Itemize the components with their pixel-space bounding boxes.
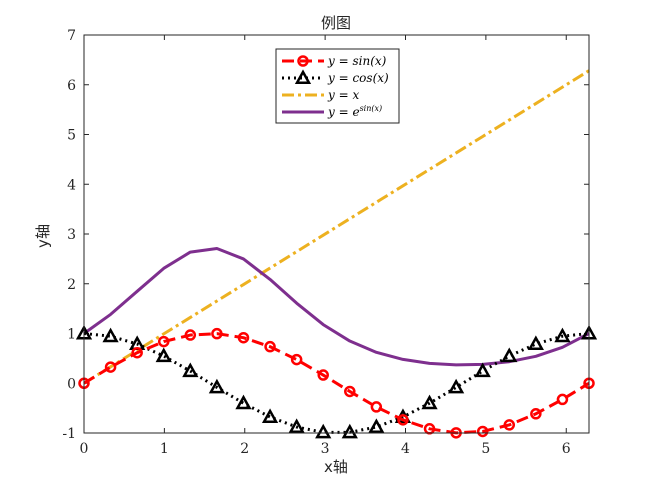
data-point	[530, 408, 542, 420]
data-point	[261, 408, 279, 423]
legend-label-superscript: sin(x)	[360, 104, 383, 113]
legend-marker	[297, 55, 309, 67]
data-point	[264, 340, 276, 353]
legend-label-text: y = e	[327, 105, 360, 119]
legend-label-text: y = cos(x)	[327, 71, 389, 85]
legend-marker	[294, 69, 312, 85]
x-axis-ticks: 0 1 2 3 4 5 6	[80, 35, 571, 457]
data-point	[237, 331, 250, 344]
x-tick-label: 2	[240, 441, 249, 457]
data-point	[421, 394, 438, 410]
chart-title: 例图	[321, 14, 351, 32]
legend-label-text: y = x	[327, 88, 359, 102]
series-2	[83, 69, 590, 385]
data-point	[102, 327, 119, 343]
data-point	[447, 378, 465, 394]
series-line	[83, 69, 590, 385]
data-point	[290, 353, 303, 366]
data-point	[182, 362, 199, 378]
data-point	[131, 346, 143, 359]
data-point	[157, 335, 170, 348]
data-point	[315, 423, 332, 439]
x-tick-label: 5	[481, 441, 490, 457]
series-3	[83, 246, 590, 367]
data-point	[184, 329, 197, 341]
data-point	[155, 347, 172, 363]
y-axis-ticks: -1 0 1 2 3 4 5 6 7	[62, 28, 589, 442]
y-tick-label: 0	[67, 376, 76, 392]
data-point	[235, 394, 252, 410]
x-tick-label: 4	[401, 441, 410, 457]
x-tick-label: 6	[562, 441, 571, 457]
data-point	[501, 347, 518, 363]
y-tick-label: 3	[67, 227, 76, 243]
legend-entry: y = x	[282, 88, 359, 102]
y-tick-label: 6	[67, 78, 76, 94]
series-line	[83, 246, 590, 367]
y-tick-label: 5	[67, 128, 76, 144]
data-point	[397, 414, 409, 426]
data-point	[344, 385, 356, 398]
data-point	[370, 401, 383, 413]
legend-label: y = sin(x)	[327, 54, 387, 68]
data-point	[211, 327, 223, 340]
plot-frame	[83, 34, 590, 434]
data-point	[288, 418, 305, 434]
x-tick-label: 0	[80, 441, 89, 457]
y-tick-label: 4	[67, 177, 76, 193]
y-tick-label: 1	[67, 327, 76, 343]
legend-label: y = cos(x)	[327, 71, 389, 85]
data-point	[368, 418, 385, 434]
legend-entry: y = esin(x)	[282, 104, 382, 119]
y-tick-label: 2	[67, 277, 76, 293]
x-axis-label: x轴	[324, 458, 348, 476]
x-tick-label: 3	[321, 441, 330, 457]
data-point	[527, 335, 544, 351]
data-point	[476, 425, 489, 438]
legend-label: y = x	[327, 88, 359, 102]
data-point	[474, 362, 491, 378]
y-axis-label: y轴	[34, 224, 52, 248]
data-point	[556, 393, 569, 406]
legend-entry: y = sin(x)	[282, 54, 387, 68]
data-point	[554, 327, 571, 343]
x-tick-label: 1	[160, 441, 169, 457]
legend: y = sin(x) y = cos(x) y = x y = esin(x)	[275, 48, 400, 124]
y-tick-label: -1	[62, 426, 76, 442]
legend-entry: y = cos(x)	[282, 69, 389, 85]
data-point	[341, 423, 358, 439]
legend-label: y = esin(x)	[327, 104, 382, 119]
data-point	[104, 361, 117, 373]
data-point	[317, 369, 329, 381]
data-point	[503, 419, 516, 431]
y-tick-label: 7	[67, 28, 76, 44]
legend-label-text: y = sin(x)	[327, 54, 387, 68]
data-point	[208, 378, 226, 394]
